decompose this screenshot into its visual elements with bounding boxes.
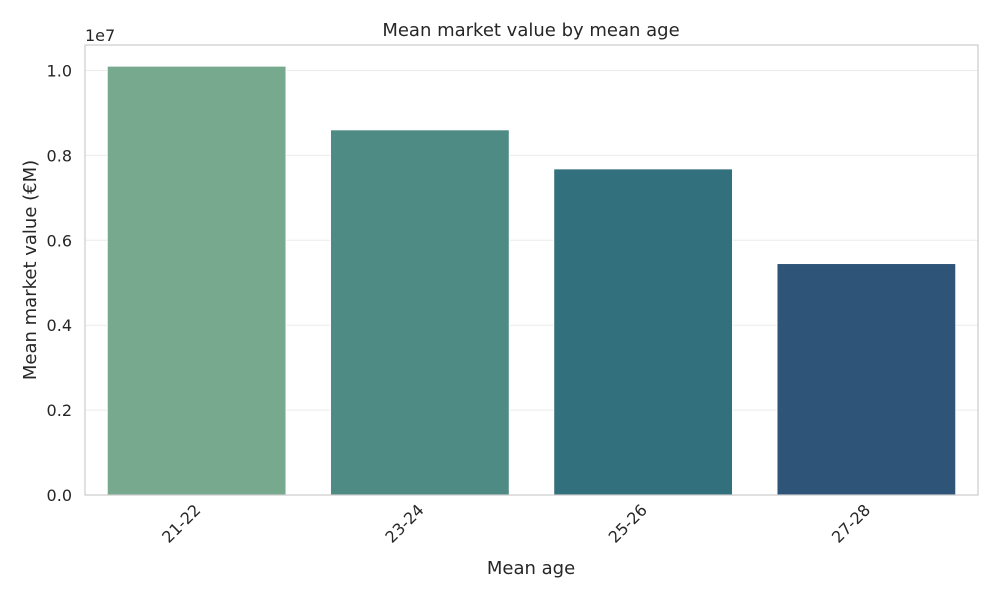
x-tick-label: 27-28 bbox=[828, 500, 874, 546]
y-tick-label: 0.4 bbox=[47, 316, 72, 335]
bars bbox=[106, 65, 957, 496]
y-tick-label: 1.0 bbox=[47, 61, 72, 80]
bar-27-28 bbox=[776, 263, 957, 496]
x-tick-label: 21-22 bbox=[158, 500, 204, 546]
bar-23-24 bbox=[330, 129, 510, 496]
y-tick-label: 0.8 bbox=[47, 146, 72, 165]
x-axis-title: Mean age bbox=[487, 558, 575, 579]
plot-frame bbox=[84, 44, 979, 496]
y-tick-label: 0.2 bbox=[47, 401, 72, 420]
x-tick-label: 23-24 bbox=[381, 500, 427, 546]
bar-21-22 bbox=[106, 65, 287, 496]
y-tick-label: 0.0 bbox=[47, 486, 72, 505]
y-axis-title: Mean market value (€M) bbox=[20, 160, 41, 380]
x-tick-label: 25-26 bbox=[605, 500, 651, 546]
bar-25-26 bbox=[553, 168, 733, 496]
y-axis-ticks: 0.0 0.2 0.4 0.6 0.8 1.0 bbox=[47, 61, 72, 505]
chart-title: Mean market value by mean age bbox=[382, 20, 679, 41]
x-axis-ticks: 21-22 23-24 25-26 27-28 bbox=[158, 500, 874, 546]
y-tick-label: 0.6 bbox=[47, 231, 72, 250]
y-offset-label: 1e7 bbox=[85, 26, 115, 45]
